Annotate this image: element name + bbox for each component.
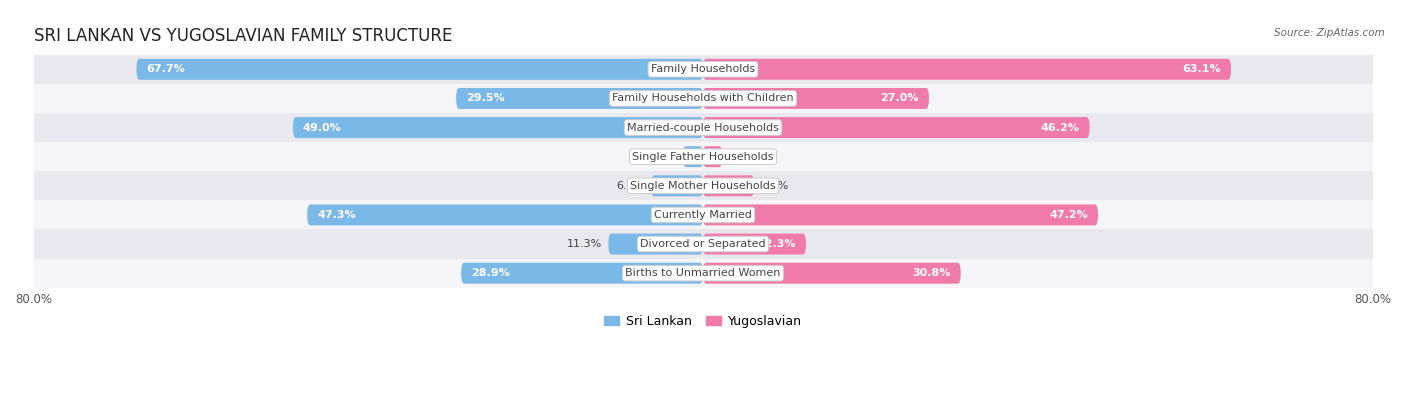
- FancyBboxPatch shape: [703, 117, 1090, 138]
- FancyBboxPatch shape: [609, 233, 703, 254]
- Bar: [34, 171, 1372, 200]
- FancyBboxPatch shape: [292, 117, 703, 138]
- FancyBboxPatch shape: [461, 263, 703, 284]
- Text: 63.1%: 63.1%: [1182, 64, 1220, 74]
- Text: 11.3%: 11.3%: [567, 239, 602, 249]
- Text: 6.1%: 6.1%: [761, 181, 789, 191]
- Legend: Sri Lankan, Yugoslavian: Sri Lankan, Yugoslavian: [599, 310, 807, 333]
- Text: 47.2%: 47.2%: [1049, 210, 1088, 220]
- Text: 47.3%: 47.3%: [318, 210, 356, 220]
- FancyBboxPatch shape: [703, 263, 960, 284]
- FancyBboxPatch shape: [703, 88, 929, 109]
- Text: 29.5%: 29.5%: [467, 94, 505, 103]
- Text: Married-couple Households: Married-couple Households: [627, 122, 779, 133]
- Text: Births to Unmarried Women: Births to Unmarried Women: [626, 268, 780, 278]
- Bar: [34, 55, 1372, 84]
- Text: 27.0%: 27.0%: [880, 94, 920, 103]
- Bar: [34, 200, 1372, 229]
- Text: Family Households with Children: Family Households with Children: [612, 94, 794, 103]
- Text: 67.7%: 67.7%: [146, 64, 186, 74]
- Bar: [34, 229, 1372, 259]
- Text: 30.8%: 30.8%: [912, 268, 950, 278]
- Text: Single Mother Households: Single Mother Households: [630, 181, 776, 191]
- Text: Source: ZipAtlas.com: Source: ZipAtlas.com: [1274, 28, 1385, 38]
- Text: 2.3%: 2.3%: [728, 152, 758, 162]
- FancyBboxPatch shape: [703, 205, 1098, 226]
- FancyBboxPatch shape: [703, 59, 1232, 80]
- Text: 28.9%: 28.9%: [471, 268, 510, 278]
- FancyBboxPatch shape: [703, 146, 723, 167]
- Text: Currently Married: Currently Married: [654, 210, 752, 220]
- Bar: [34, 142, 1372, 171]
- Text: 12.3%: 12.3%: [758, 239, 796, 249]
- Bar: [34, 259, 1372, 288]
- Text: Family Households: Family Households: [651, 64, 755, 74]
- Text: SRI LANKAN VS YUGOSLAVIAN FAMILY STRUCTURE: SRI LANKAN VS YUGOSLAVIAN FAMILY STRUCTU…: [34, 27, 451, 45]
- FancyBboxPatch shape: [307, 205, 703, 226]
- FancyBboxPatch shape: [651, 175, 703, 196]
- Text: 6.2%: 6.2%: [616, 181, 644, 191]
- Text: 46.2%: 46.2%: [1040, 122, 1080, 133]
- Bar: [34, 113, 1372, 142]
- FancyBboxPatch shape: [683, 146, 703, 167]
- FancyBboxPatch shape: [456, 88, 703, 109]
- Text: 2.4%: 2.4%: [648, 152, 676, 162]
- FancyBboxPatch shape: [703, 175, 754, 196]
- Bar: [34, 84, 1372, 113]
- Text: 49.0%: 49.0%: [302, 122, 342, 133]
- Text: Divorced or Separated: Divorced or Separated: [640, 239, 766, 249]
- Text: Single Father Households: Single Father Households: [633, 152, 773, 162]
- FancyBboxPatch shape: [703, 233, 806, 254]
- FancyBboxPatch shape: [136, 59, 703, 80]
